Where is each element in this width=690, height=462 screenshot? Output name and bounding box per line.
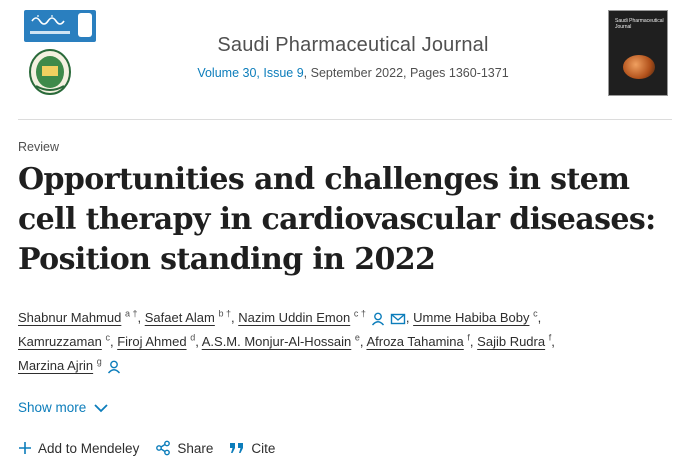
author-list: Shabnur Mahmud a †, Safaet Alam b †, Naz… (18, 306, 678, 378)
author-separator: , (137, 310, 142, 325)
add-to-mendeley-button[interactable]: Add to Mendeley (18, 441, 139, 456)
article-type: Review (18, 140, 59, 154)
author-name[interactable]: Nazim Uddin Emon (238, 310, 351, 325)
journal-header: Saudi Pharmaceutical Journal Volume 30, … (0, 0, 690, 120)
author-separator: , (230, 310, 235, 325)
author-name[interactable]: Afroza Tahamina (366, 334, 464, 349)
author-separator: , (109, 334, 114, 349)
author-item: Firoj Ahmed d, (117, 332, 199, 349)
author-affiliation-sup[interactable]: c † (353, 308, 366, 319)
header-divider (18, 119, 672, 120)
author-separator: , (359, 334, 364, 349)
person-icon[interactable] (370, 311, 386, 327)
author-item: Marzina Ajrin g (18, 356, 122, 375)
cover-image-icon (623, 55, 655, 79)
author-affiliation-sup[interactable]: c (105, 332, 110, 343)
author-separator: , (405, 310, 410, 325)
volume-issue-link[interactable]: Volume 30, Issue 9 (197, 66, 304, 80)
author-item: Afroza Tahamina f, (366, 332, 474, 349)
author-affiliation-sup[interactable]: d (190, 332, 196, 343)
person-icon[interactable] (106, 359, 122, 375)
cite-label: Cite (251, 440, 276, 456)
author-item: A.S.M. Monjur-Al-Hossain e, (201, 332, 364, 349)
author-separator: , (469, 334, 474, 349)
plus-icon (19, 442, 31, 454)
university-logo[interactable] (22, 10, 98, 95)
author-item: Shabnur Mahmud a †, (18, 308, 142, 325)
author-item: Kamruzzaman c, (18, 332, 114, 349)
author-affiliation-sup[interactable]: e (354, 332, 360, 343)
journal-cover-thumbnail[interactable]: Saudi Pharmaceutical Journal (608, 10, 668, 96)
quote-icon (230, 443, 244, 453)
author-separator: , (551, 334, 555, 349)
share-icon (156, 440, 171, 456)
author-affiliation-sup[interactable]: a † (124, 308, 138, 319)
envelope-icon[interactable] (390, 311, 406, 327)
author-affiliation-sup[interactable]: c (533, 308, 538, 319)
share-label: Share (177, 440, 214, 456)
add-to-mendeley-label: Add to Mendeley (38, 440, 140, 456)
article-actions: Add to Mendeley Share Cite (18, 440, 291, 456)
show-more-button[interactable]: Show more (18, 400, 108, 415)
author-name[interactable]: A.S.M. Monjur-Al-Hossain (201, 334, 352, 349)
arabic-wordmark-icon (31, 15, 65, 25)
author-item: Nazim Uddin Emon c †, (238, 308, 410, 327)
share-button[interactable]: Share (155, 440, 213, 456)
author-name[interactable]: Umme Habiba Boby (413, 310, 530, 325)
author-name[interactable]: Kamruzzaman (18, 334, 102, 349)
cover-title: Saudi Pharmaceutical Journal (615, 18, 664, 30)
journal-name[interactable]: Saudi Pharmaceutical Journal (217, 34, 489, 56)
show-more-label: Show more (18, 400, 87, 415)
king-saud-university-logo (24, 10, 96, 42)
society-seal-icon (29, 49, 71, 95)
author-affiliation-sup[interactable]: f (467, 332, 470, 343)
author-item: Umme Habiba Boby c, (413, 308, 542, 325)
author-item: Safaet Alam b †, (144, 308, 235, 325)
author-name[interactable]: Firoj Ahmed (117, 334, 187, 349)
author-name[interactable]: Safaet Alam (144, 310, 215, 325)
author-item: Sajib Rudra f, (477, 332, 555, 349)
issue-info: Volume 30, Issue 9, September 2022, Page… (150, 66, 556, 80)
author-separator: , (195, 334, 199, 349)
author-name[interactable]: Sajib Rudra (477, 334, 546, 349)
english-wordmark (30, 31, 70, 34)
article-title: Opportunities and challenges in stem cel… (18, 162, 656, 277)
author-separator: , (537, 310, 542, 325)
cite-button[interactable]: Cite (229, 441, 275, 456)
author-name[interactable]: Marzina Ajrin (18, 358, 94, 373)
author-affiliation-sup[interactable]: b † (218, 308, 231, 319)
issue-date-pages: , September 2022, Pages 1360-1371 (303, 66, 509, 80)
author-affiliation-sup[interactable]: g (96, 356, 102, 367)
author-name[interactable]: Shabnur Mahmud (18, 310, 122, 325)
chevron-down-icon (94, 403, 108, 412)
palm-emblem-icon (78, 13, 92, 37)
author-affiliation-sup[interactable]: f (548, 332, 552, 343)
